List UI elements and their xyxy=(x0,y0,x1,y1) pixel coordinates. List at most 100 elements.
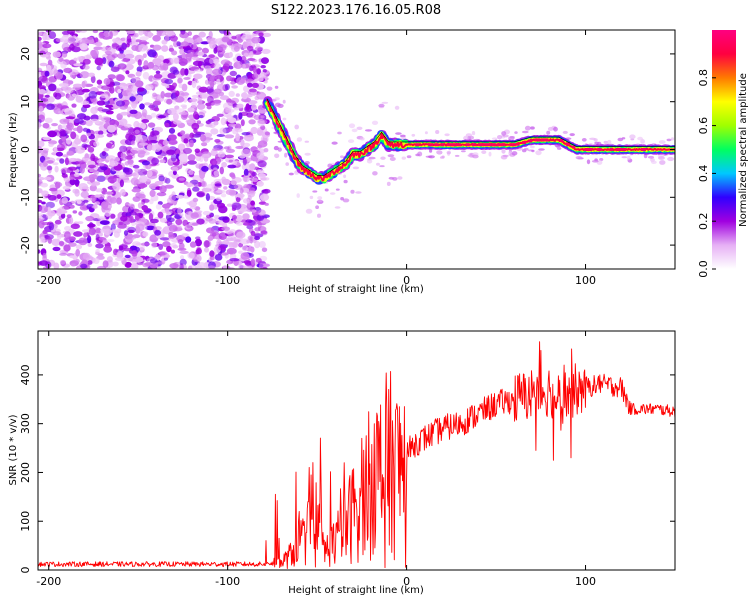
spectrogram-cell xyxy=(643,153,648,159)
spectrogram-cell xyxy=(142,53,147,58)
spectrogram-cell xyxy=(162,62,169,71)
spectrogram-cell xyxy=(305,208,313,214)
spectrogram-cell xyxy=(179,263,184,269)
spectrogram-cell xyxy=(285,162,290,166)
spectrogram-cell xyxy=(191,122,200,130)
snr-y-tick-label: 200 xyxy=(19,462,32,483)
colorbar-label: Normalized spectral amplitude xyxy=(738,73,749,227)
spectrogram-cell xyxy=(63,119,70,123)
spectrogram-cell xyxy=(60,61,67,69)
spectrogram-cell xyxy=(242,198,250,204)
spectrogram-cell xyxy=(119,145,128,153)
spectrogram-cell xyxy=(257,226,267,232)
spectrogram-cell xyxy=(250,126,258,135)
spectrogram-x-ticks: -200 -100 0 100 xyxy=(36,30,596,287)
spectrogram-cell xyxy=(254,46,264,51)
spectrogram-cell xyxy=(145,225,156,231)
spectrogram-cell xyxy=(41,201,46,205)
spectrogram-cell xyxy=(217,151,226,158)
spectrogram-cell xyxy=(230,236,237,242)
spectrogram-cell xyxy=(191,94,199,99)
spectrogram-cell xyxy=(223,146,230,150)
spectrogram-cell xyxy=(60,213,66,219)
spectrogram-cell xyxy=(47,130,58,138)
spectrogram-cell xyxy=(152,44,162,51)
spectrogram-cell xyxy=(411,133,416,137)
spectrogram-cell xyxy=(166,98,173,105)
spectrogram-cell xyxy=(76,125,83,134)
spectrogram-cell xyxy=(141,205,148,211)
spectrogram-cell xyxy=(151,157,160,165)
spectrogram-cell xyxy=(249,88,257,93)
spectrogram-cell xyxy=(170,57,179,64)
spectrogram-cell xyxy=(198,31,206,38)
spectrogram-cell xyxy=(195,249,200,255)
spectrogram-x-tick-label: -100 xyxy=(215,274,240,287)
spectrogram-cell xyxy=(546,130,551,135)
spectrogram-cell xyxy=(38,31,43,36)
spectrogram-cell xyxy=(131,75,138,84)
spectrogram-cell xyxy=(351,128,358,133)
spectrogram-cell xyxy=(206,214,212,219)
spectrogram-cell xyxy=(229,249,234,255)
spectrogram-cell xyxy=(75,244,83,250)
spectrogram-cell xyxy=(164,177,171,184)
spectrogram-cell xyxy=(95,243,104,249)
spectrogram-cell xyxy=(134,80,144,88)
spectrogram-cell xyxy=(211,116,220,122)
spectrogram-cell xyxy=(446,151,451,155)
spectrogram-cell xyxy=(71,103,77,108)
spectrogram-cell xyxy=(260,115,265,119)
spectrogram-cell xyxy=(315,205,319,209)
spectrogram-cell xyxy=(173,120,182,125)
spectrogram-cell xyxy=(116,113,123,121)
spectrogram-cell xyxy=(141,109,148,117)
colorbar-tick-label: 0.6 xyxy=(697,117,710,135)
spectrogram-cell xyxy=(106,256,113,263)
spectrogram-cell xyxy=(80,134,88,143)
spectrogram-cell xyxy=(164,78,174,85)
spectrogram-cell xyxy=(356,126,363,130)
spectrogram-cell xyxy=(177,239,184,245)
spectrogram-cell xyxy=(501,149,506,154)
spectrogram-cell xyxy=(80,191,90,199)
spectrogram-cell xyxy=(224,154,234,159)
spectrogram-cell xyxy=(226,203,233,207)
spectrogram-cell xyxy=(98,114,103,121)
spectrogram-cell xyxy=(209,204,215,211)
spectrogram-cell xyxy=(348,139,355,144)
spectrogram-cell xyxy=(76,199,82,205)
spectrogram-cell xyxy=(110,213,116,219)
spectrogram-cell xyxy=(113,231,120,238)
spectrogram-cell xyxy=(55,151,64,157)
spectrogram-cell xyxy=(180,130,186,136)
spectrogram-cell xyxy=(38,114,45,123)
spectrogram-cell xyxy=(99,220,110,226)
spectrogram-cell xyxy=(201,165,209,172)
spectrogram-cell xyxy=(200,134,207,142)
spectrogram-cell xyxy=(242,175,250,183)
spectrogram-peak-cell xyxy=(509,143,516,147)
spectrogram-cell xyxy=(501,131,507,136)
spectrogram-cell xyxy=(58,83,69,87)
spectrogram-cell xyxy=(90,195,97,202)
spectrogram-cell xyxy=(228,65,234,70)
spectrogram-cell xyxy=(87,146,95,153)
spectrogram-cell xyxy=(140,242,151,246)
spectrogram-peak-cell xyxy=(528,139,533,143)
spectrogram-cell xyxy=(217,44,227,51)
spectrogram-cell xyxy=(197,51,205,57)
spectrogram-cell xyxy=(129,96,136,102)
spectrogram-cell xyxy=(667,156,675,162)
spectrogram-cell xyxy=(195,131,205,135)
spectrogram-cell xyxy=(149,189,156,197)
spectrogram-cell xyxy=(352,166,360,170)
spectrogram-cell xyxy=(256,152,265,160)
spectrogram-cell xyxy=(562,130,568,134)
spectrogram-cell xyxy=(87,164,96,169)
spectrogram-cell xyxy=(123,230,129,236)
spectrogram-cell xyxy=(191,222,199,226)
spectrogram-cell xyxy=(262,188,271,194)
spectrogram-cell xyxy=(165,85,170,89)
spectrogram-cell xyxy=(227,164,237,169)
